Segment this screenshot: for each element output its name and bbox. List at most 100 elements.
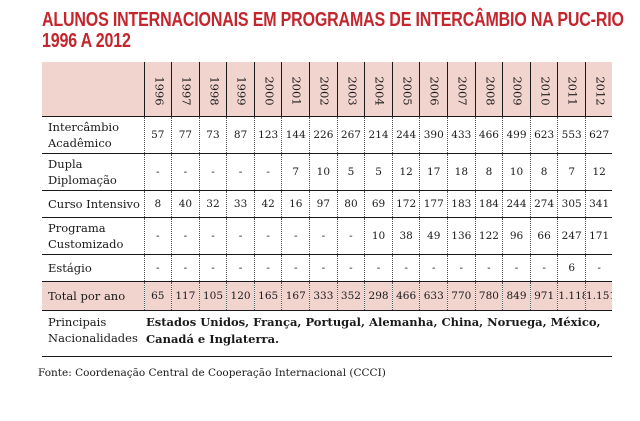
table-cell: 244 [391,116,420,154]
year-label: 2003 [345,75,360,106]
row-label-line-2: Acadêmico [48,136,112,150]
table-row: Intercâmbio Acadêmico 57 77 73 87 123 144 226 267… [42,116,613,154]
table-cell: 433 [447,116,476,154]
table-cell: 5 [336,153,365,191]
year-header: 2006 [419,62,448,117]
table-cell: 8 [474,153,503,191]
table-cell: 18 [447,153,476,191]
header-corner [42,62,144,117]
nationalities-text: Estados Unidos, França, Portugal, Aleman… [144,310,613,357]
total-cell: 849 [502,281,531,311]
table-cell: 244 [502,190,531,218]
table-cell: 10 [502,153,531,191]
total-cell: 165 [253,281,282,311]
table-cell: 553 [557,116,586,154]
row-label: Programa Customizado [42,217,144,255]
total-cell: 298 [364,281,393,311]
table-cell: - [309,254,338,282]
table-cell: - [502,254,531,282]
year-header: 1998 [198,62,227,117]
table-cell: 5 [364,153,393,191]
table-cell: - [198,217,227,255]
total-cell: 105 [198,281,227,311]
total-cell: 333 [309,281,338,311]
year-label: 2012 [593,75,608,106]
table-cell: 267 [336,116,365,154]
table-cell: 10 [364,217,393,255]
year-header: 2008 [474,62,503,117]
table-cell: 40 [171,190,200,218]
table-cell: 33 [226,190,255,218]
table-cell: 305 [557,190,586,218]
year-header: 2001 [281,62,310,117]
total-cell: 466 [391,281,420,311]
total-cell: 352 [336,281,365,311]
table-cell: - [198,254,227,282]
row-label: Intercâmbio Acadêmico [42,116,144,154]
table-cell: - [253,153,282,191]
table-cell: 12 [585,153,613,191]
table-cell: 183 [447,190,476,218]
total-cell: 633 [419,281,448,311]
table-cell: - [171,217,200,255]
table-cell: 123 [253,116,282,154]
table-cell: 184 [474,190,503,218]
table-cell: - [585,254,613,282]
total-cell: 120 [226,281,255,311]
table-cell: 12 [391,153,420,191]
table-cell: 49 [419,217,448,255]
year-label: 2010 [538,75,553,106]
table-cell: - [447,254,476,282]
table-row: Estágio - - - - - - - - - - - - - - -6- [42,254,613,282]
table-cell: 8 [529,153,558,191]
year-label: 1996 [152,75,167,106]
year-header: 2010 [529,62,558,117]
total-cell: 167 [281,281,310,311]
year-header: 2005 [391,62,420,117]
table-cell: - [226,153,255,191]
row-label-line-2: Diplomação [48,173,117,187]
total-cell: 971 [529,281,558,311]
year-label: 2004 [372,75,387,106]
table-cell: 8 [143,190,172,218]
row-label: Dupla Diplomação [42,153,144,191]
total-label: Total por ano [42,281,144,311]
year-label: 2009 [510,75,525,106]
table-cell: 214 [364,116,393,154]
table-cell: - [529,254,558,282]
total-cell: 770 [447,281,476,311]
table-cell: 627 [585,116,613,154]
table-row: Curso Intensivo 8 40 32 33 42 16 97 80 69 172 177 18… [42,190,613,218]
year-header: 2003 [336,62,365,117]
table-cell: - [198,153,227,191]
table-cell: - [253,217,282,255]
table-cell: 17 [419,153,448,191]
table-cell: 136 [447,217,476,255]
row-label-line-1: Programa [48,221,106,235]
year-header: 2012 [585,62,613,117]
nationalities-label: Principais Nacionalidades [42,310,144,357]
table-cell: - [281,217,310,255]
table-cell: 6 [557,254,586,282]
table-cell: 57 [143,116,172,154]
table-cell: - [253,254,282,282]
table-cell: 10 [309,153,338,191]
table-cell: - [143,217,172,255]
year-label: 1998 [207,75,222,106]
year-label: 2002 [317,75,332,106]
table-cell: 69 [364,190,393,218]
table-cell: 73 [198,116,227,154]
row-label: Estágio [42,254,144,282]
table-cell: - [364,254,393,282]
table-cell: 623 [529,116,558,154]
table-cell: 7 [557,153,586,191]
year-header-row: 1996 1997 1998 1999 2000 2001 2002 2003 2004 2005… [42,62,613,117]
table-cell: 42 [253,190,282,218]
row-label-line-1: Curso Intensivo [48,197,140,211]
table-cell: - [226,254,255,282]
total-cell: 65 [143,281,172,311]
table-cell: - [281,254,310,282]
nationalities-row: Principais Nacionalidades Estados Unidos… [42,310,613,357]
title-line-2: 1996 A 2012 [42,30,131,52]
